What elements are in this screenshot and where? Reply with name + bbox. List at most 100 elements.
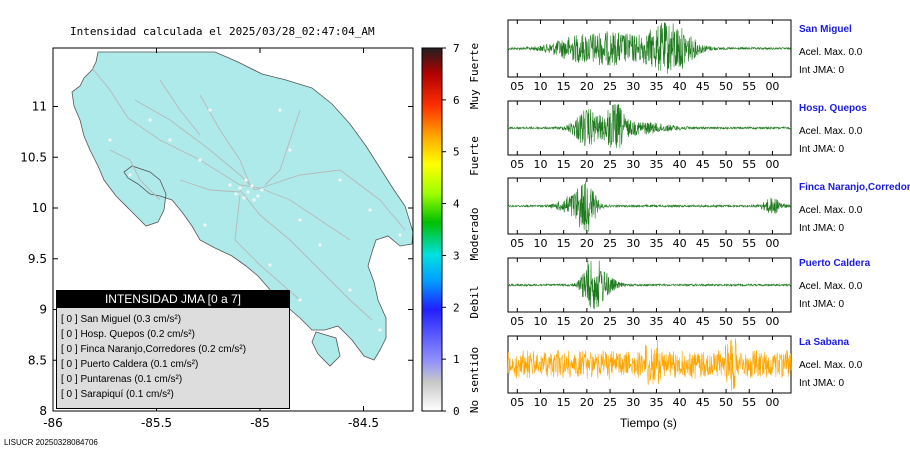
time-tick-label: 45 bbox=[696, 158, 710, 171]
scale-label: 5 bbox=[453, 146, 460, 159]
legend-row: [ 0 ] Puntarenas (0.1 cm/s²) bbox=[61, 374, 183, 385]
station-name: San Miguel bbox=[799, 24, 852, 35]
waveform-trace bbox=[507, 103, 792, 148]
town-marker bbox=[288, 148, 292, 152]
time-tick-label: 20 bbox=[580, 158, 594, 171]
time-tick-label: 50 bbox=[719, 237, 733, 250]
waveform-trace bbox=[507, 181, 792, 232]
road-line bbox=[254, 169, 406, 231]
town-marker bbox=[268, 263, 272, 267]
time-tick-label: 45 bbox=[696, 80, 710, 93]
time-tick-label: 15 bbox=[557, 237, 571, 250]
page-title: Intensidad calculada el 2025/03/28_02:47… bbox=[70, 25, 375, 38]
station-int-jma: Int JMA: 0 bbox=[799, 144, 845, 155]
time-tick-label: 40 bbox=[673, 80, 687, 93]
time-tick-label: 55 bbox=[742, 396, 756, 409]
town-marker bbox=[148, 118, 152, 122]
time-tick-label: 35 bbox=[649, 158, 663, 171]
town-marker bbox=[368, 208, 372, 212]
station-name: Hosp. Quepos bbox=[799, 103, 867, 114]
town-marker bbox=[244, 178, 248, 182]
map-x-label: -84.5 bbox=[348, 416, 379, 430]
time-tick-label: 10 bbox=[533, 158, 547, 171]
time-tick-label: 05 bbox=[510, 80, 524, 93]
town-marker bbox=[234, 192, 238, 196]
time-tick-label: 40 bbox=[673, 158, 687, 171]
time-tick-label: 00 bbox=[765, 315, 779, 328]
map-x-label: -86 bbox=[43, 416, 63, 430]
time-tick-label: 35 bbox=[649, 80, 663, 93]
time-tick-label: 45 bbox=[696, 237, 710, 250]
station-int-jma: Int JMA: 0 bbox=[799, 378, 845, 389]
waveform-panel bbox=[507, 177, 792, 235]
road-line bbox=[91, 67, 351, 241]
time-tick-label: 55 bbox=[742, 237, 756, 250]
time-tick-label: 15 bbox=[557, 80, 571, 93]
road-line bbox=[109, 149, 161, 201]
time-tick-label: 40 bbox=[673, 315, 687, 328]
town-marker bbox=[378, 328, 382, 332]
map-x-label: -85 bbox=[250, 416, 270, 430]
waveform-trace bbox=[507, 338, 792, 391]
time-tick-label: 25 bbox=[603, 158, 617, 171]
time-tick-label: 05 bbox=[510, 396, 524, 409]
time-tick-label: 35 bbox=[649, 237, 663, 250]
intensity-scale: 7 6 5 4 3 2 1 0 Muy Fuerte Fuerte Moderado Debil No … bbox=[421, 42, 481, 418]
scale-label: 7 bbox=[453, 42, 460, 55]
time-tick-label: 10 bbox=[533, 396, 547, 409]
map-y-label: 9.5 bbox=[28, 252, 47, 266]
road-line bbox=[234, 194, 301, 301]
scale-category-label: Moderado bbox=[468, 208, 481, 261]
map-x-label: -85.5 bbox=[141, 416, 172, 430]
time-tick-label: 00 bbox=[765, 237, 779, 250]
time-tick-label: 00 bbox=[765, 158, 779, 171]
scale-label: 3 bbox=[453, 249, 460, 262]
town-marker bbox=[256, 194, 260, 198]
town-marker bbox=[298, 298, 302, 302]
time-tick-label: 20 bbox=[580, 237, 594, 250]
time-tick-label: 05 bbox=[510, 315, 524, 328]
time-tick-label: 20 bbox=[580, 315, 594, 328]
time-tick-label: 40 bbox=[673, 237, 687, 250]
station-accel-max: Acel. Max. 0.0 bbox=[799, 47, 863, 58]
map-y-label: 10.5 bbox=[20, 150, 47, 164]
station-accel-max: Acel. Max. 0.0 bbox=[799, 126, 863, 137]
time-tick-label: 55 bbox=[742, 158, 756, 171]
legend-header: INTENSIDAD JMA [0 a 7] bbox=[56, 290, 290, 308]
station-int-jma: Int JMA: 0 bbox=[799, 65, 845, 76]
scale-label: 6 bbox=[453, 94, 460, 107]
time-tick-label: 25 bbox=[603, 80, 617, 93]
time-tick-label: 15 bbox=[557, 158, 571, 171]
time-tick-label: 50 bbox=[719, 158, 733, 171]
scale-category-label: Debil bbox=[468, 285, 481, 318]
town-marker bbox=[260, 188, 264, 192]
time-tick-label: 10 bbox=[533, 315, 547, 328]
town-marker bbox=[108, 138, 112, 142]
town-marker bbox=[203, 223, 207, 227]
waveform-panels: 05 10 15 20 25 30 35 40 45 50 55 00 05 10 15 20 25 30 35 40… bbox=[507, 19, 792, 409]
time-tick-label: 05 bbox=[510, 158, 524, 171]
legend-row: [ 0 ] Hosp. Quepos (0.2 cm/s²) bbox=[61, 329, 195, 340]
station-legend bbox=[56, 290, 290, 409]
scale-category-label: Fuerte bbox=[468, 136, 481, 176]
town-marker bbox=[128, 173, 132, 177]
time-tick-label: 00 bbox=[765, 396, 779, 409]
time-tick-label: 35 bbox=[649, 315, 663, 328]
time-tick-label: 20 bbox=[580, 80, 594, 93]
road-line bbox=[199, 94, 251, 186]
time-tick-label: 25 bbox=[603, 396, 617, 409]
town-marker bbox=[168, 138, 172, 142]
time-tick-label: 30 bbox=[626, 315, 640, 328]
town-marker bbox=[348, 288, 352, 292]
time-tick-label: 45 bbox=[696, 315, 710, 328]
town-marker bbox=[398, 233, 402, 237]
legend-row: [ 0 ] Puerto Caldera (0.1 cm/s²) bbox=[61, 359, 199, 370]
osa-peninsula bbox=[311, 331, 341, 367]
town-marker bbox=[238, 186, 242, 190]
time-tick-label: 40 bbox=[673, 396, 687, 409]
station-name: Puerto Caldera bbox=[799, 258, 871, 269]
station-name: La Sabana bbox=[799, 337, 850, 348]
time-tick-label: 20 bbox=[580, 396, 594, 409]
time-tick-label: 30 bbox=[626, 80, 640, 93]
